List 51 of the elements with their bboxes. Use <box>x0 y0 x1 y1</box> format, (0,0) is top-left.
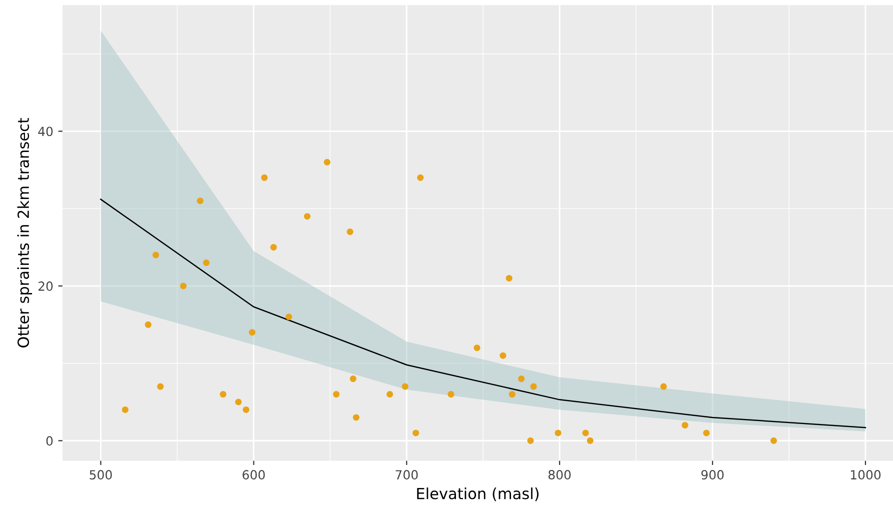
point <box>270 244 277 251</box>
line-series <box>100 198 866 428</box>
point <box>261 174 268 181</box>
point <box>386 391 394 398</box>
y-tick-label: 0 <box>46 436 53 446</box>
point <box>203 259 210 266</box>
point <box>500 352 506 359</box>
point <box>304 213 310 220</box>
x-tick-label: 500 <box>90 470 112 480</box>
point <box>402 383 408 390</box>
point <box>235 398 242 406</box>
x-tick-label: 800 <box>548 470 571 480</box>
point <box>527 437 534 444</box>
y-axis-title: Otter spraints in 2km transect <box>17 118 32 348</box>
x-tick-label: 900 <box>701 470 724 480</box>
point <box>530 383 537 390</box>
point <box>703 430 710 436</box>
x-tick-label: 1000 <box>850 470 881 480</box>
y-tick-label: 40 <box>38 126 53 136</box>
point <box>586 437 594 444</box>
point <box>770 437 777 444</box>
point <box>157 383 164 390</box>
point <box>196 198 204 204</box>
point <box>242 406 250 413</box>
point <box>582 430 589 436</box>
point <box>152 252 160 258</box>
point <box>448 391 454 398</box>
y-tick-label: 20 <box>38 281 53 291</box>
point <box>286 314 292 320</box>
point <box>350 376 356 382</box>
point <box>554 430 562 436</box>
point <box>333 391 340 398</box>
point <box>144 321 152 328</box>
point <box>122 406 128 413</box>
point <box>518 376 525 382</box>
point <box>660 383 667 390</box>
x-tick-label: 600 <box>242 470 265 480</box>
point <box>508 391 516 398</box>
point <box>506 274 512 282</box>
point <box>352 414 360 421</box>
point <box>682 422 688 428</box>
x-axis-title: Elevation (masl) <box>417 487 539 502</box>
point <box>324 158 330 166</box>
point <box>412 430 420 436</box>
x-tick-label: 700 <box>396 470 418 480</box>
point <box>220 391 226 398</box>
point <box>346 228 354 236</box>
point <box>474 344 480 352</box>
point <box>417 174 424 181</box>
point <box>248 329 256 336</box>
point <box>180 282 187 290</box>
